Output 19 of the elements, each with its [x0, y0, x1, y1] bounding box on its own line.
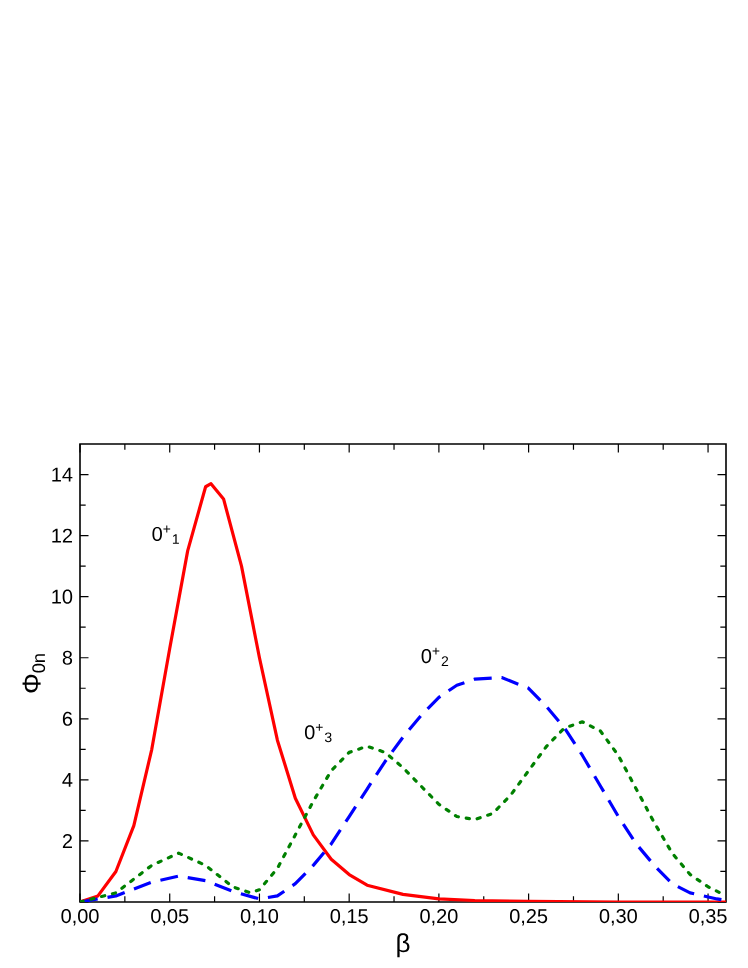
y-tick-label: 10: [52, 589, 73, 604]
y-tick-label: 6: [62, 711, 73, 726]
x-tick-label: 0,20: [420, 909, 458, 926]
y-axis-title: Φ$_{0n}$: [22, 654, 46, 693]
x-tick-label: 0,30: [599, 909, 637, 926]
y-tick-label: 8: [62, 650, 73, 665]
x-tick-label: 0,25: [510, 909, 548, 926]
line-series: [80, 482, 726, 902]
y-tick-label: 14: [52, 467, 73, 482]
line-series: [80, 675, 726, 902]
y-tick-label: 4: [62, 773, 73, 787]
x-tick-label: 0,00: [61, 909, 99, 926]
y-tick-label: 2: [62, 833, 72, 848]
x-tick-label: 0,15: [330, 909, 368, 926]
x-axis-title: β: [397, 933, 410, 958]
x-tick-label: 0,35: [689, 909, 727, 926]
y-tick-label: 12: [52, 528, 72, 543]
x-tick-label: 0,05: [151, 909, 189, 926]
x-tick-label: 0,10: [240, 909, 279, 926]
